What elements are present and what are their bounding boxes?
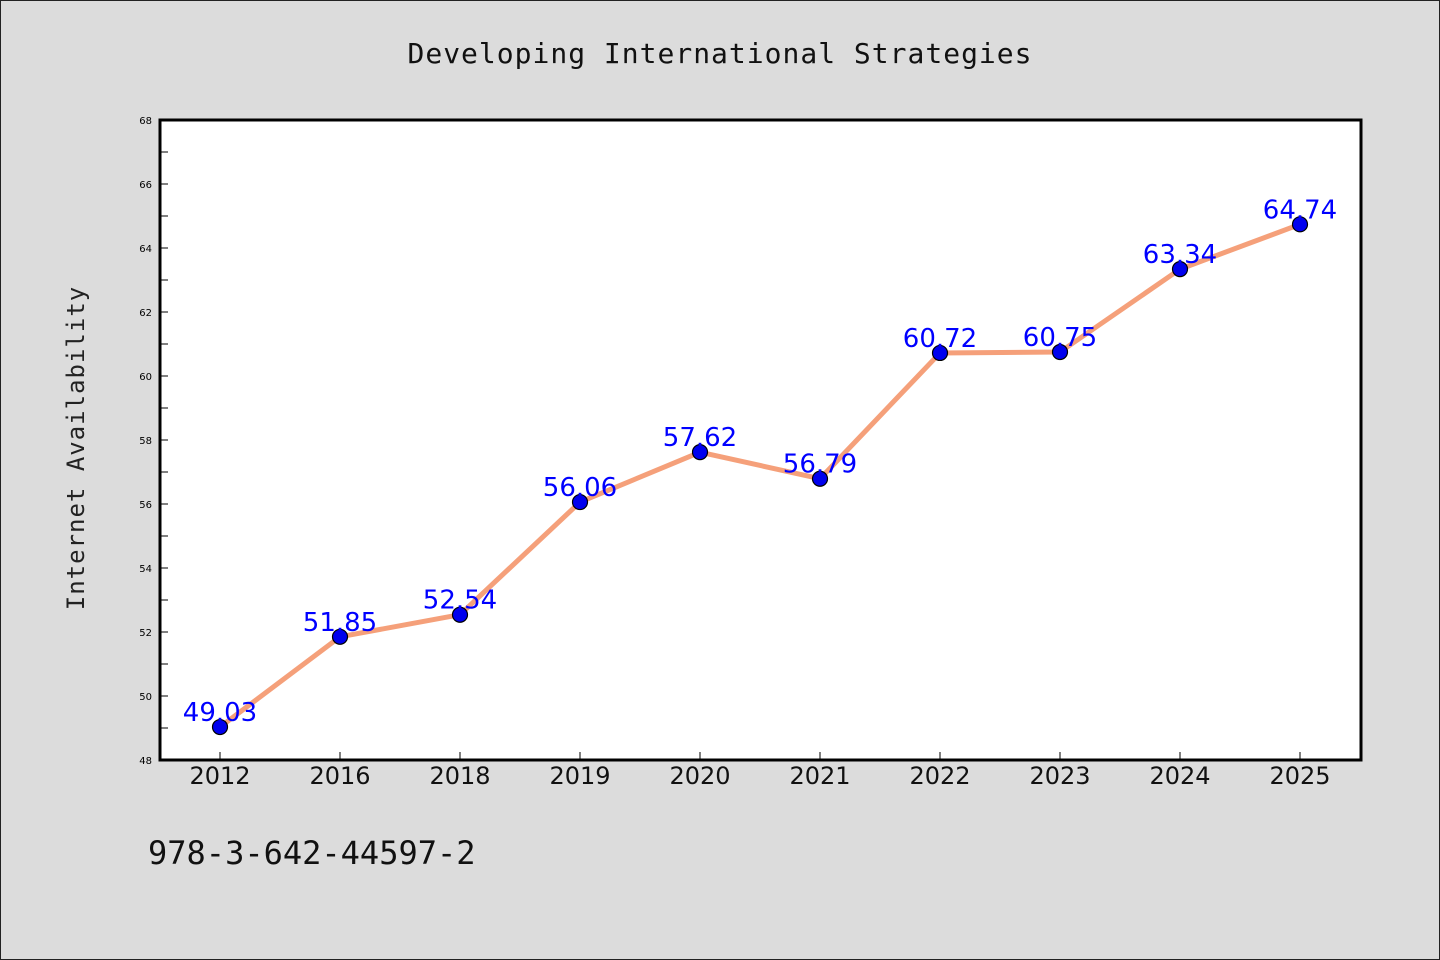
x-tick-label: 2025 xyxy=(1269,762,1330,790)
x-tick-label: 2024 xyxy=(1149,762,1210,790)
data-label: 56.06 xyxy=(543,473,617,503)
data-point xyxy=(1051,343,1069,361)
data-point xyxy=(451,606,469,623)
x-axis: 2012 2016 2018 2019 2020 2021 2022 2023 2024 2025 xyxy=(189,752,1331,790)
x-tick-label: 2016 xyxy=(309,762,370,790)
data-label: 63.34 xyxy=(1143,240,1217,270)
data-point xyxy=(811,470,829,487)
data-label: 51.85 xyxy=(303,608,377,638)
x-tick-label: 2018 xyxy=(429,762,490,790)
data-label: 56.79 xyxy=(783,450,857,480)
y-tick-label: 64 xyxy=(139,244,152,255)
x-tick-label: 2023 xyxy=(1029,762,1090,790)
series-group xyxy=(211,216,1309,736)
data-point xyxy=(691,444,709,461)
y-tick-label: 56 xyxy=(139,500,152,511)
data-point xyxy=(571,493,589,511)
data-label: 57.62 xyxy=(663,423,737,453)
data-point xyxy=(1171,261,1189,278)
data-point xyxy=(331,628,349,645)
y-tick-label: 50 xyxy=(139,692,152,703)
data-point xyxy=(1291,216,1309,233)
x-tick-label: 2022 xyxy=(909,762,970,790)
x-tick-label: 2020 xyxy=(669,762,730,790)
plot-area xyxy=(158,118,1363,762)
data-label: 60.72 xyxy=(903,324,977,354)
y-axis: 48 50 52 54 56 58 60 62 64 66 68 xyxy=(139,116,168,767)
isbn-text: 978-3-642-44597-2 xyxy=(148,834,476,872)
x-tick-label: 2021 xyxy=(789,762,850,790)
y-axis-label: Internet Availability xyxy=(62,286,90,610)
y-tick-label: 60 xyxy=(139,372,152,383)
y-tick-label: 52 xyxy=(139,628,152,639)
x-tick-label: 2019 xyxy=(549,762,610,790)
data-label: 60.75 xyxy=(1023,323,1097,353)
chart-title: Developing International Strategies xyxy=(407,37,1032,70)
x-tick-label: 2012 xyxy=(189,762,250,790)
y-tick-label: 62 xyxy=(139,308,152,319)
y-tick-label: 58 xyxy=(139,436,152,447)
series-line xyxy=(218,221,1301,730)
data-point xyxy=(931,344,949,362)
data-label: 52.54 xyxy=(423,586,497,616)
data-label: 64.74 xyxy=(1263,195,1337,225)
data-point xyxy=(211,718,229,736)
y-tick-label: 48 xyxy=(139,756,152,767)
y-tick-label: 66 xyxy=(139,180,152,191)
data-label: 49.03 xyxy=(183,698,257,728)
y-tick-label: 68 xyxy=(139,116,152,127)
data-labels: 49.03 51.85 52.54 56.06 57.62 56.79 60.72 60.75… xyxy=(183,195,1337,728)
y-tick-label: 54 xyxy=(139,564,152,575)
